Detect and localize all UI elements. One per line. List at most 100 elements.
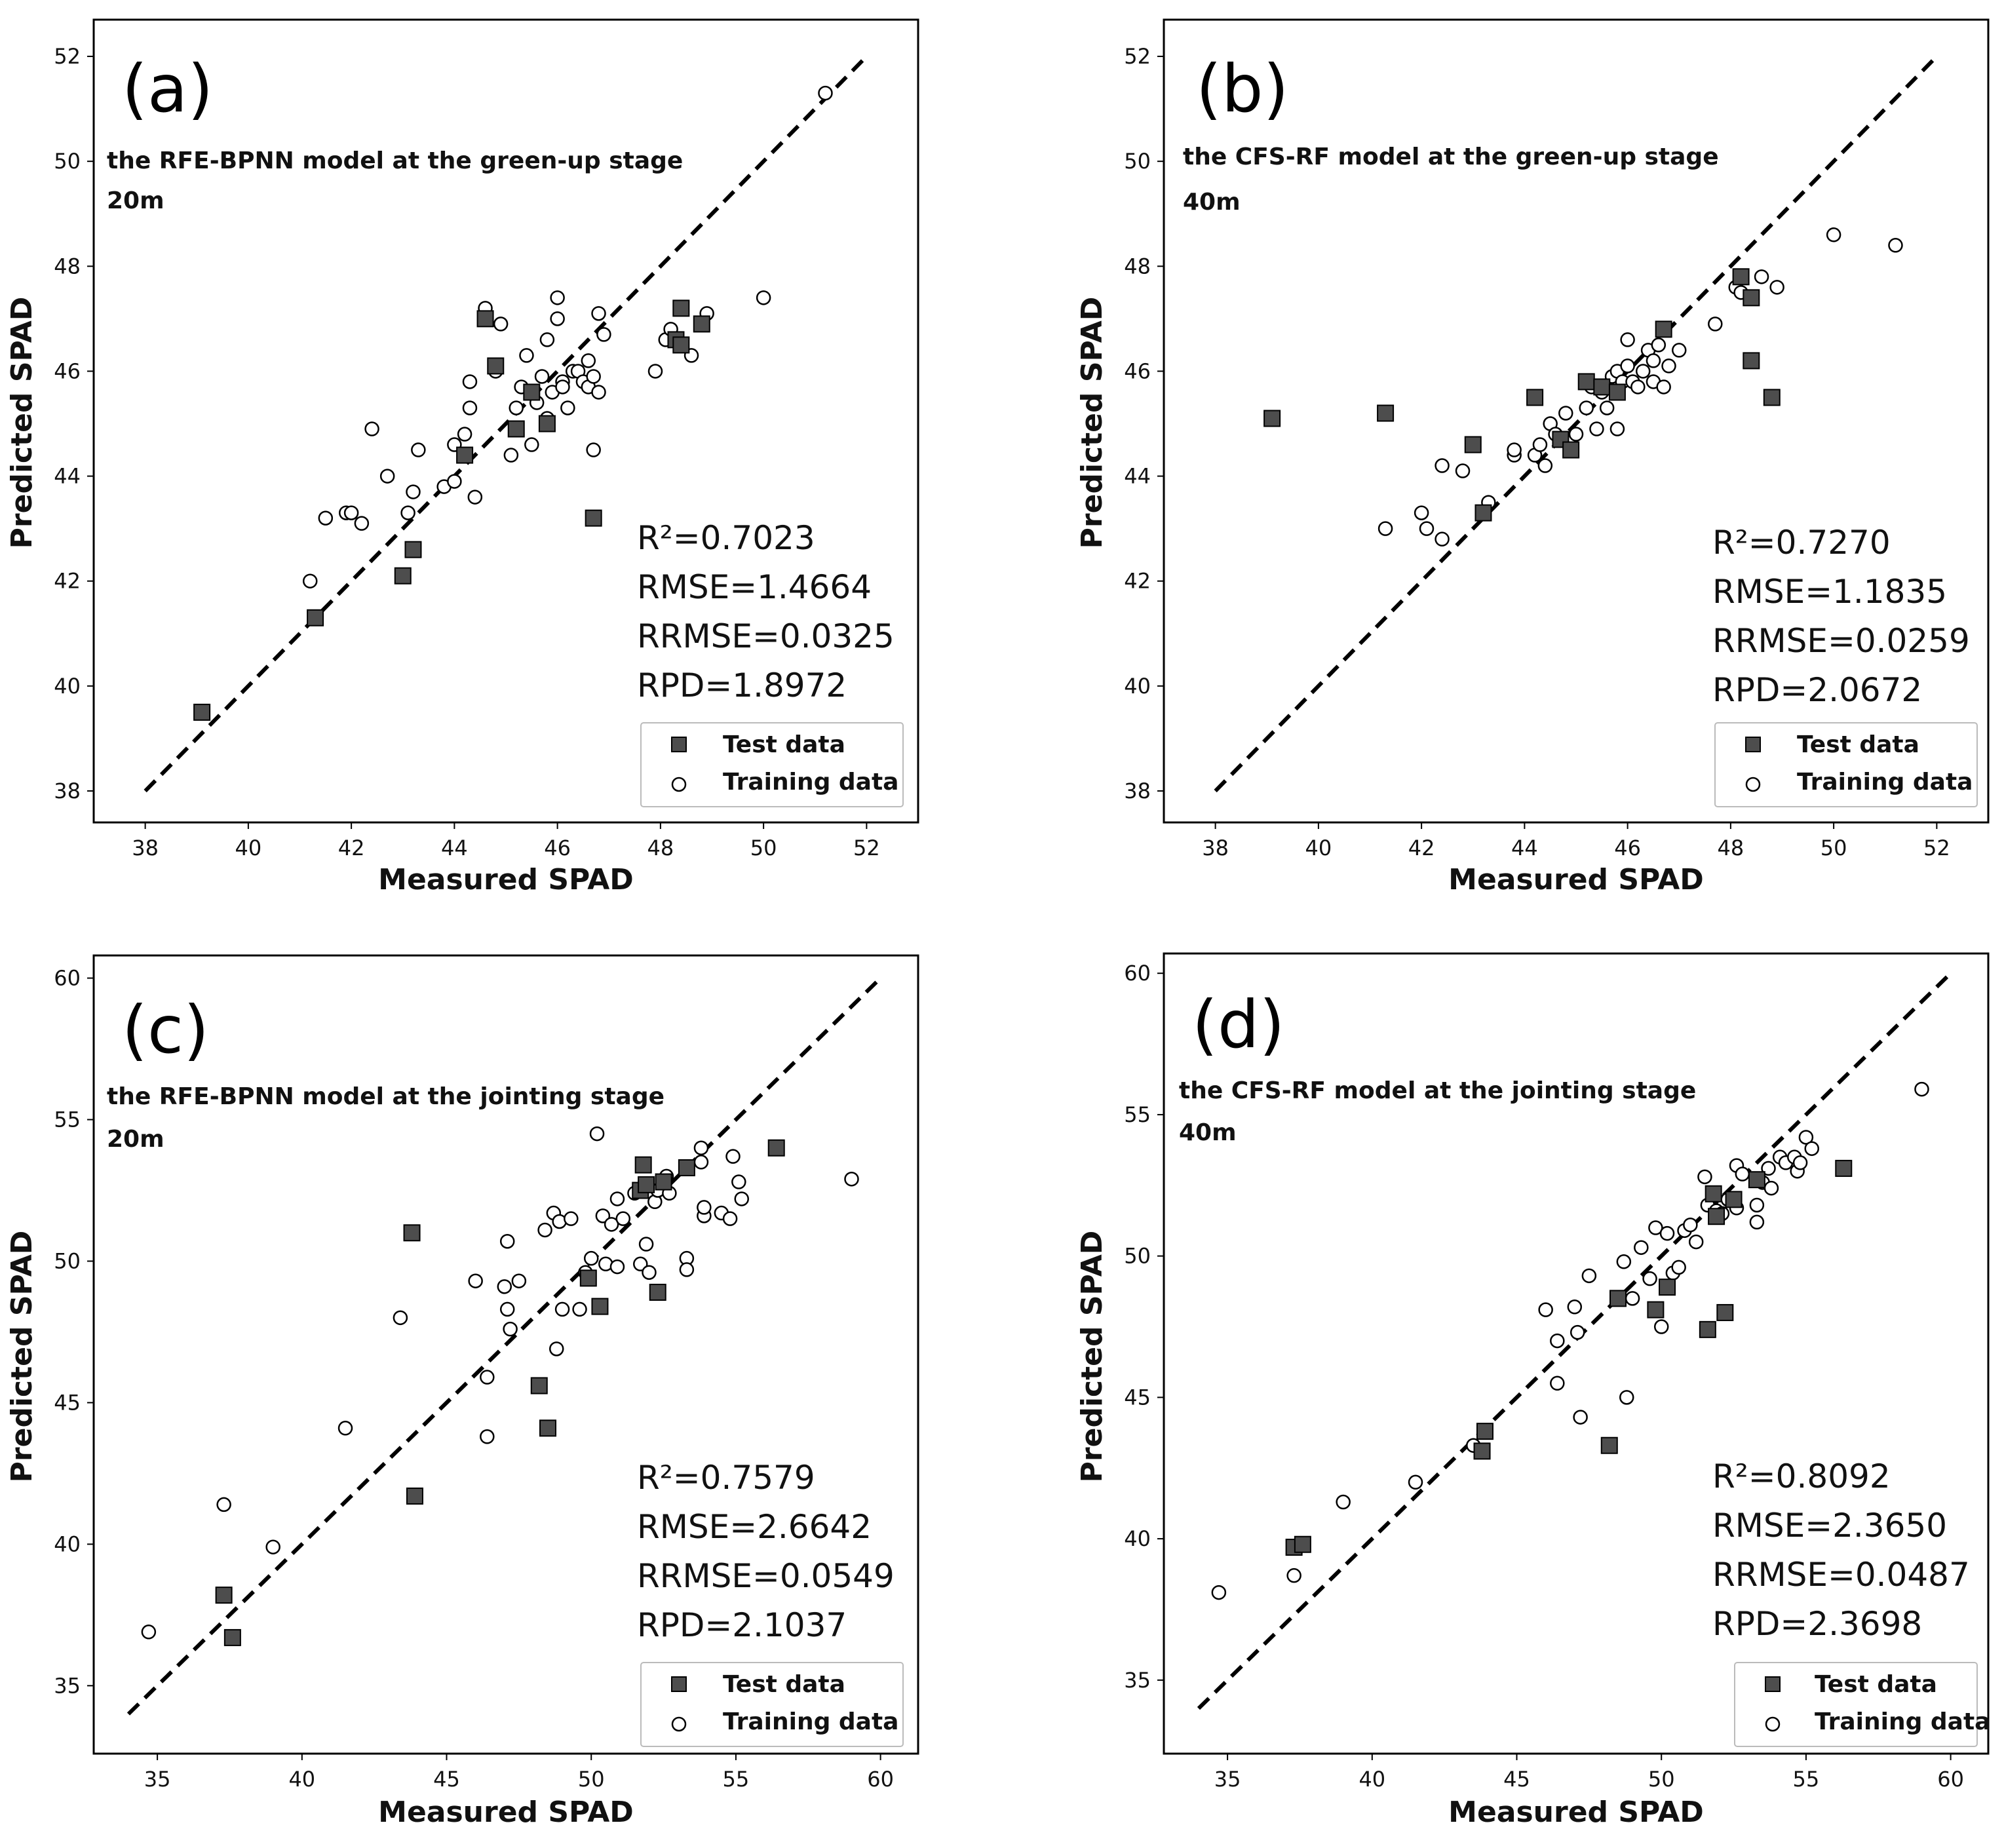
test-data-point [1725,1191,1743,1208]
training-data-point [693,1140,709,1155]
training-data-point [609,1259,625,1275]
training-data-point [560,400,575,415]
legend-train-marker [671,777,687,792]
training-data-point [1634,1240,1649,1255]
x-tick-label: 42 [1408,836,1435,860]
test-data-point [1763,389,1781,406]
training-data-point [537,1222,552,1238]
test-data-point [456,446,474,464]
one-to-one-line [126,976,882,1716]
test-data-point [1655,320,1672,338]
x-tick-label: 50 [578,1767,605,1792]
x-tick-label: 46 [544,836,571,860]
training-data-point [1653,1319,1669,1334]
training-data-point [1661,358,1676,374]
test-data-point [1716,1303,1734,1321]
training-data-point [1408,1474,1423,1490]
legend-box [640,1662,904,1747]
training-data-point [534,369,550,384]
metric-rpd: RPD=1.8972 [637,666,847,704]
training-data-point [1532,437,1548,452]
x-tick-label: 35 [1214,1767,1241,1792]
training-data-point [1620,358,1635,374]
test-data-point [1377,404,1395,422]
y-tick-label: 60 [1124,961,1151,986]
training-data-point [693,1155,709,1170]
x-tick-label: 45 [1503,1767,1530,1792]
x-axis-label: Measured SPAD [1448,1796,1704,1829]
panel-label: (c) [122,991,209,1068]
y-tick-label: 40 [54,1531,81,1556]
x-tick-label: 50 [1821,836,1847,860]
training-data-point [596,327,611,342]
training-data-point [725,1149,741,1164]
training-data-point [1537,458,1553,473]
training-data-point [1336,1494,1351,1510]
legend-train-label: Training data [723,1708,898,1735]
training-data-point [564,1211,579,1226]
training-data-point [265,1539,280,1554]
training-data-point [591,385,606,400]
legend-train-marker [1745,777,1761,792]
legend-box [1734,1662,1978,1747]
x-tick-label: 50 [1648,1767,1675,1792]
panel-label: (a) [122,50,213,127]
test-data-point [693,315,710,333]
y-tick-label: 38 [1124,779,1151,803]
training-data-point [1286,1568,1301,1583]
y-tick-label: 52 [54,44,81,69]
test-data-point [193,703,211,721]
x-tick-label: 44 [1511,836,1538,860]
panel-c: 35 40 45 50 55 60 35 40 45 50 55 60 (c) the RFE-BPN… [0,924,1002,1848]
metric-rpd: RPD=2.1037 [637,1606,847,1644]
training-data-point [1798,1130,1814,1145]
training-data-point [1683,1217,1698,1233]
training-data-point [609,1191,625,1206]
y-tick-label: 45 [1124,1385,1151,1410]
training-data-point [499,1233,515,1249]
test-data-point [523,383,541,401]
training-data-point [406,484,421,499]
metric-rmse: RMSE=1.4664 [637,568,872,606]
test-data-point [638,1176,655,1193]
x-tick-label: 60 [1937,1767,1964,1792]
y-tick-label: 50 [54,149,81,174]
test-data-point [404,541,422,558]
test-data-point [1593,378,1611,396]
y-axis-label: Predicted SPAD [5,297,39,549]
training-data-point [1688,1234,1704,1250]
panel-a: 38 40 42 44 46 48 50 52 38 40 42 44 46 48 50 52 (a) the… [0,0,1002,924]
training-data-point [1754,269,1769,284]
training-data-point [1507,442,1522,457]
test-data-point [672,299,690,317]
chart-title: the CFS-RF model at the green-up stage [1183,144,1719,170]
test-data-point [1743,289,1760,307]
training-data-point [302,573,318,588]
test-data-point [1835,1159,1853,1177]
test-data-point [530,1377,548,1395]
training-data-point [1672,343,1687,358]
scatter-chart-d: 35 40 45 50 55 60 35 40 45 50 55 60 (d) the CFS-RF … [1075,952,1990,1829]
training-data-point [462,400,478,415]
y-tick-label: 46 [1124,358,1151,383]
training-data-point [572,1301,587,1317]
training-data-point [447,474,462,489]
test-data-point [538,415,556,433]
training-data-point [1378,521,1393,536]
x-tick-label: 44 [441,836,468,860]
training-data-point [550,311,565,326]
x-tick-label: 48 [1718,836,1744,860]
y-tick-label: 48 [1124,254,1151,279]
training-data-point [554,1301,570,1317]
training-data-point [1888,238,1903,253]
test-data-point [1732,268,1750,286]
legend-test-marker [671,737,687,752]
chart-subtitle: 40m [1183,189,1241,216]
training-data-point [1763,1180,1779,1196]
training-data-point [647,364,663,379]
legend-test-marker [671,1676,687,1692]
legend-train-label: Training data [1815,1708,1990,1735]
training-data-point [364,421,379,436]
y-tick-label: 42 [54,569,81,594]
training-data-point [354,516,370,531]
